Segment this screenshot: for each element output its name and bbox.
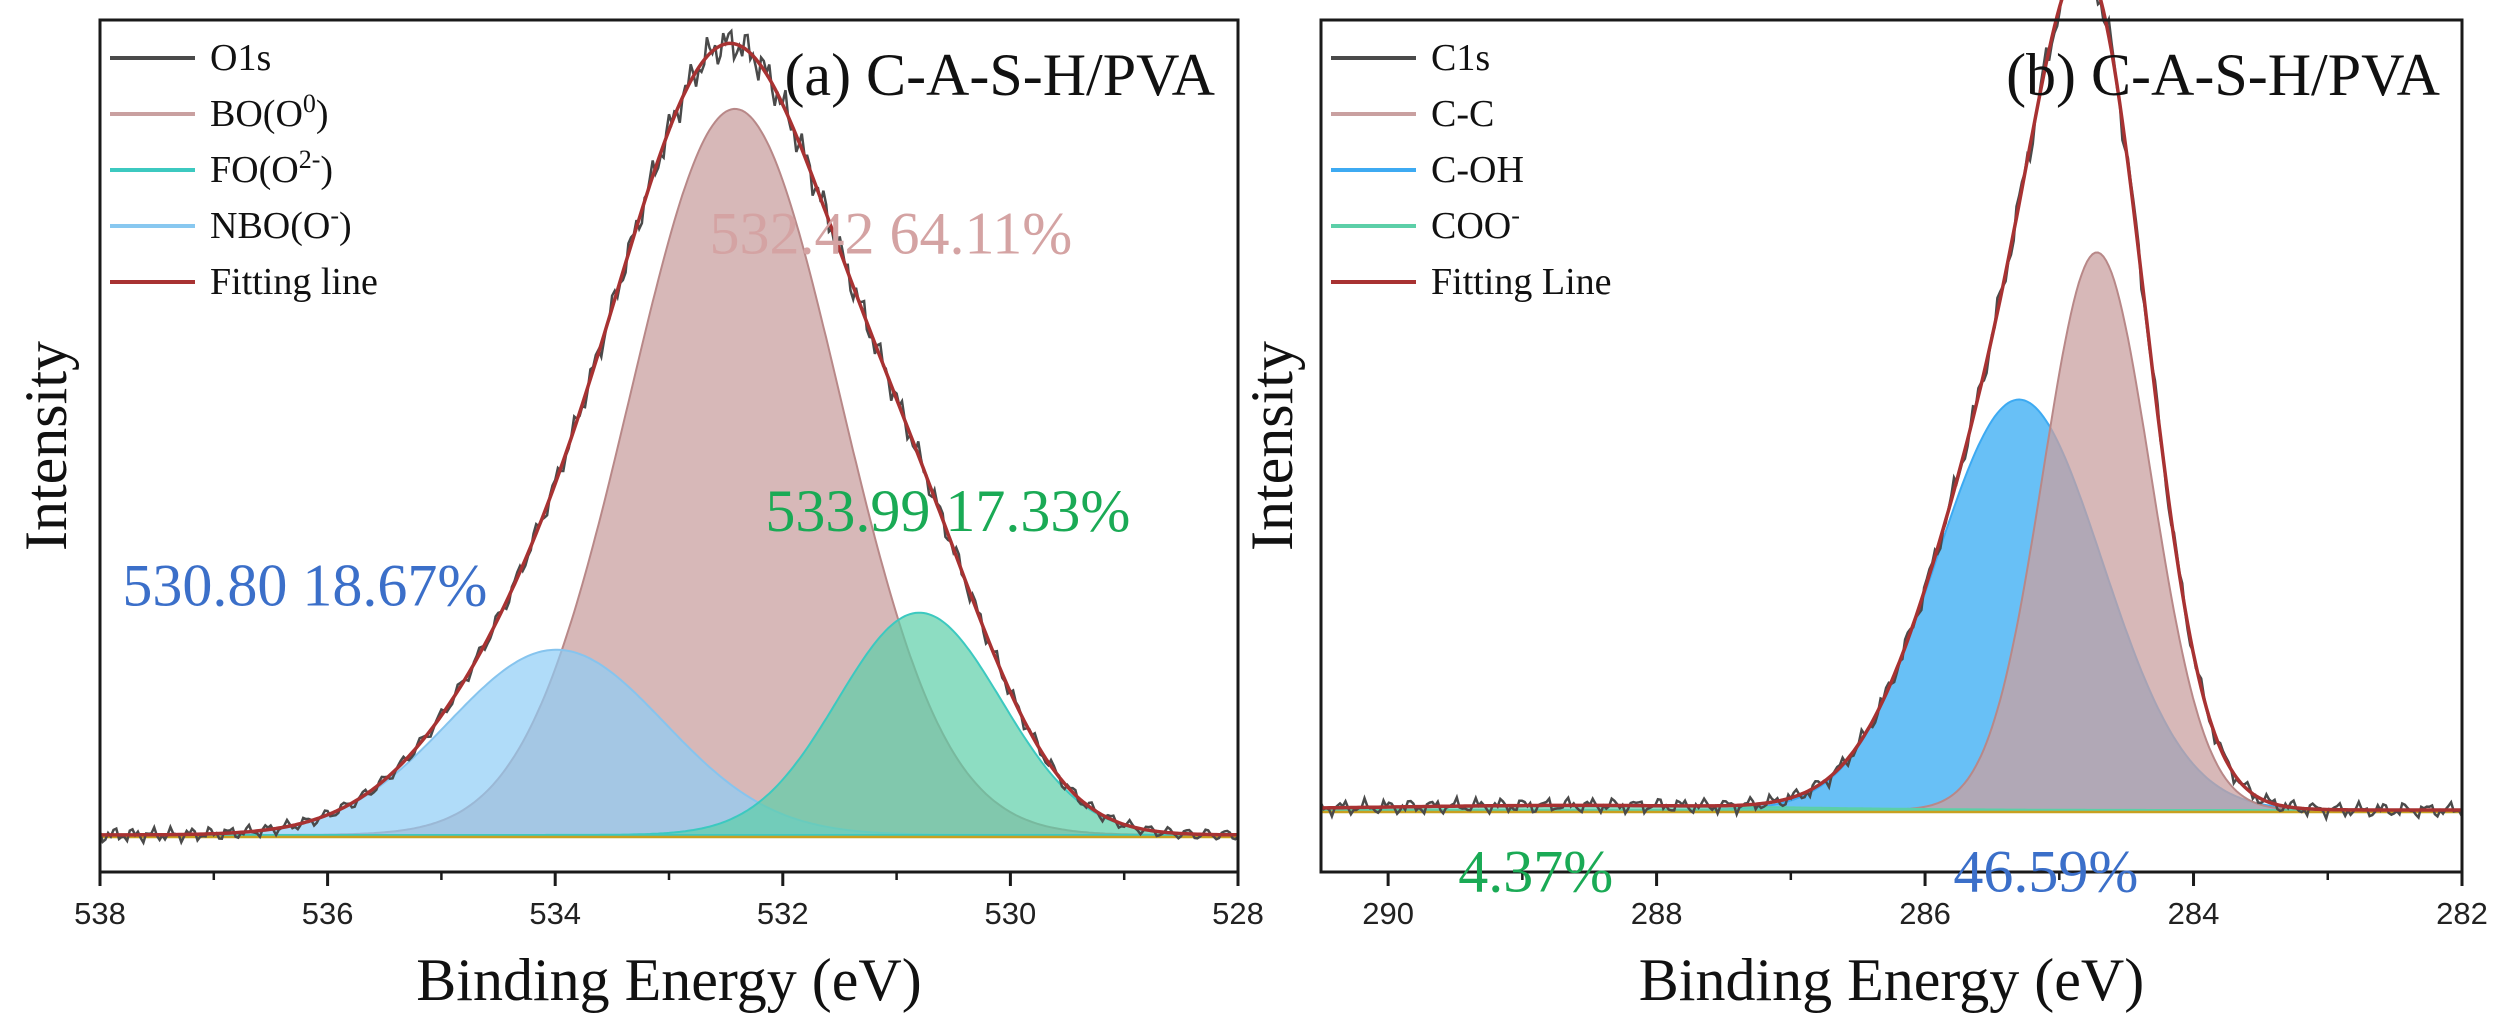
legend-label: FO(O2-) (210, 145, 333, 191)
x-tick-label: 286 (1899, 896, 1951, 931)
panel-title: (a) C-A-S-H/PVA (784, 42, 1215, 108)
legend-item-coh: C-OH (1331, 149, 1524, 191)
legend-item-fo: FO(O2-) (110, 145, 333, 191)
panel-title: (b) C-A-S-H/PVA (2006, 42, 2440, 108)
legend-label: BO(O0) (210, 89, 329, 135)
legend-item-coo: COO- (1331, 201, 1520, 247)
y-axis-label: Intensity (1239, 341, 1305, 551)
x-tick-label: 536 (302, 896, 354, 931)
x-tick-label: 284 (2168, 896, 2220, 931)
legend: C1s C-C C-OH COO- Fitting Line (1331, 37, 1612, 303)
peak-annotation: 533.99 17.33% (765, 478, 1130, 544)
peak-fo-area (100, 611, 1239, 836)
peak-coh-area (1321, 398, 2462, 811)
peak-annotation: 46.59% (1953, 838, 2138, 904)
x-tick-label: 528 (1212, 896, 1264, 931)
panel-b-c1s: 290 288 286 284 282 C1s C-C C-OH COO- Fitting Li… (1239, 0, 2488, 1013)
legend-label: C-OH (1431, 149, 1524, 191)
legend-label: NBO(O-) (210, 201, 352, 247)
legend-label: C-C (1431, 93, 1494, 135)
legend-label: O1s (210, 37, 271, 79)
legend: O1s BO(O0) FO(O2-) NBO(O-) Fitting line (110, 37, 378, 303)
legend-item-fit: Fitting line (110, 261, 378, 303)
fitting-line (1320, 0, 2462, 812)
peak-annotation: 530.80 18.67% (122, 552, 487, 618)
peak-annotation: 4.37% (1458, 838, 1613, 904)
x-tick-label: 282 (2436, 896, 2488, 931)
x-axis-label: Binding Energy (eV) (416, 947, 921, 1013)
legend-item-raw: C1s (1331, 37, 1490, 79)
x-tick-label: 288 (1631, 896, 1683, 931)
legend-item-nbo: NBO(O-) (110, 201, 352, 247)
y-axis-label: Intensity (13, 341, 79, 551)
legend-item-bo: BO(O0) (110, 89, 329, 135)
x-tick-label: 290 (1362, 896, 1414, 931)
legend-item-cc: C-C (1331, 93, 1494, 135)
x-tick-label: 530 (985, 896, 1037, 931)
legend-label: Fitting Line (1431, 261, 1612, 303)
fitting-line (100, 41, 1238, 837)
x-axis-label: Binding Energy (eV) (1639, 947, 2144, 1013)
legend-item-raw: O1s (110, 37, 271, 79)
x-tick-label: 534 (529, 896, 581, 931)
x-tick-label: 538 (74, 896, 126, 931)
legend-label: C1s (1431, 37, 1490, 79)
legend-item-fit: Fitting Line (1331, 261, 1612, 303)
legend-label: COO- (1431, 201, 1520, 247)
x-tick-label: 532 (757, 896, 809, 931)
panel-a-o1s: 538 536 534 532 530 528 O1s BO(O0) FO(O2-) NBO(O… (13, 18, 1264, 1013)
legend-label: Fitting line (210, 261, 378, 303)
plot-frame (1319, 18, 2464, 874)
peak-annotation: 532.42 64.11% (710, 200, 1073, 266)
